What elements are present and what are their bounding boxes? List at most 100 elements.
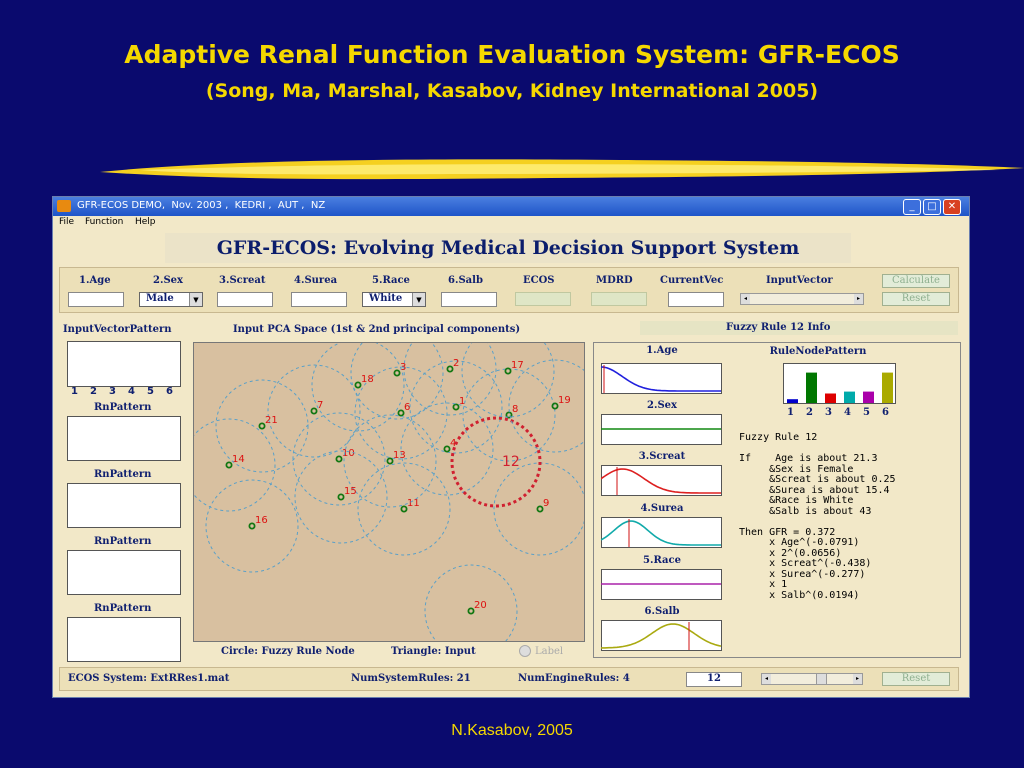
axis-tick: 3 (109, 386, 116, 397)
mf-plot-sex (601, 414, 722, 445)
scroll-left-icon[interactable]: ◂ (762, 674, 771, 684)
rule-node-circle (215, 379, 309, 473)
mf-label-age: 1.Age (646, 345, 678, 356)
axis-tick: 5 (863, 407, 870, 418)
label-radio[interactable] (519, 645, 531, 657)
rule-node-label: 16 (255, 515, 268, 526)
menu-file[interactable]: File (59, 217, 75, 227)
currentvec-input[interactable] (668, 292, 724, 307)
rnpattern-plot (67, 416, 181, 461)
rulenodepattern-label: RuleNodePattern (769, 346, 867, 357)
rule-node-circle (409, 360, 503, 454)
rule-node-marker (400, 505, 408, 513)
rule-node-marker (225, 461, 233, 469)
race-select[interactable]: White ▼ (362, 292, 426, 307)
scroll-left-icon[interactable]: ◂ (741, 294, 750, 304)
bar-frame (783, 363, 896, 404)
scroll-right-icon[interactable]: ▸ (853, 674, 862, 684)
fuzzy-panel (593, 342, 961, 658)
age-input[interactable] (68, 292, 124, 307)
axis-tick: 2 (90, 386, 97, 397)
rnpattern-plot (67, 483, 181, 528)
rule-node-circle (424, 564, 518, 658)
race-label: 5.Race (372, 275, 410, 286)
scroll-right-icon[interactable]: ▸ (854, 294, 863, 304)
salb-input[interactable] (441, 292, 497, 307)
rule-node-marker (467, 607, 475, 615)
status-reset-button[interactable]: Reset (882, 672, 950, 686)
rule-node-label: 11 (407, 498, 420, 509)
pca-plot: 1 2 3 4 6 7 8 9 10 11 12 13 14 15 16 17 18 19 20 21 (182, 322, 602, 658)
mf-plot-age (601, 363, 722, 394)
fuzzy-rule-text: Fuzzy Rule 12 If Age is about 21.3 &Sex … (739, 432, 896, 601)
status-bar: ECOS System: ExtRRes1.mat NumSystemRules… (59, 667, 959, 691)
menu-bar: File Function Help (53, 216, 969, 230)
rule-node-marker (310, 407, 318, 415)
maximize-button[interactable]: □ (923, 199, 941, 215)
rule-node-label: 9 (543, 498, 549, 509)
rule-text-line: Then GFR = 0.372 (739, 526, 836, 538)
mf-label-screat: 3.Screat (638, 451, 686, 462)
system-file: ECOS System: ExtRRes1.mat (68, 673, 230, 684)
rule-node-marker (337, 493, 345, 501)
mf-frame (601, 620, 722, 651)
num-engine-rules: NumEngineRules: 4 (518, 673, 630, 684)
legend-triangle: Triangle: Input (391, 646, 476, 657)
menu-help[interactable]: Help (135, 217, 156, 227)
rule-node-circle (450, 416, 542, 508)
sex-select[interactable]: Male ▼ (139, 292, 203, 307)
minimize-button[interactable]: _ (903, 199, 921, 215)
fuzzy-header: Fuzzy Rule 12 Info (640, 321, 958, 335)
chevron-down-icon: ▼ (189, 293, 202, 306)
rule-text-line: Fuzzy Rule 12 (739, 432, 818, 443)
reset-button[interactable]: Reset (882, 292, 950, 306)
rule-text-line: If Age is about 21.3 (739, 453, 878, 464)
rule-node-marker (335, 455, 343, 463)
pattern-bar (844, 391, 855, 403)
rule-text-line: &Surea is about 15.4 (739, 484, 890, 496)
rule-node-label: 14 (232, 454, 245, 465)
mdrd-output (591, 292, 647, 306)
close-button[interactable]: ✕ (943, 199, 961, 215)
surea-input[interactable] (291, 292, 347, 307)
currentvec-label: CurrentVec (660, 275, 724, 286)
inputvector-label: InputVector (766, 275, 833, 286)
rule-node-label: 21 (265, 415, 278, 426)
rule-node-label: 15 (344, 486, 357, 497)
fuzzy-title: Fuzzy Rule 12 Info (726, 322, 831, 333)
rule-node-label: 2 (453, 358, 459, 369)
rule-node-circle (343, 414, 437, 508)
calculate-button[interactable]: Calculate (882, 274, 950, 288)
inputvectorpattern-plot (67, 341, 181, 387)
pattern-bar (863, 391, 874, 403)
rule-node-marker (354, 381, 362, 389)
menu-function[interactable]: Function (85, 217, 124, 227)
rule-node-label: 8 (512, 404, 518, 415)
mf-frame (601, 517, 722, 548)
screat-input[interactable] (217, 292, 273, 307)
rule-node-label: 18 (361, 374, 374, 385)
rule-node-marker (248, 522, 256, 530)
axis-tick: 2 (806, 407, 813, 418)
mf-frame (601, 465, 722, 496)
mf-frame (601, 363, 722, 394)
rule-text-line: x Screat^(-0.438) (739, 558, 872, 569)
rule-node-circle (182, 418, 276, 512)
rule-slider[interactable]: ◂ ▸ (761, 673, 863, 685)
slider-thumb[interactable] (816, 674, 827, 684)
rule-node-marker (504, 367, 512, 375)
pattern-bar (825, 393, 836, 403)
rule-index-input[interactable]: 12 (686, 672, 742, 687)
rule-node-circle (357, 462, 451, 556)
rule-text-line: &Sex is Female (739, 463, 854, 475)
inputvector-slider[interactable]: ◂ ▸ (740, 293, 864, 305)
ecos-output (515, 292, 571, 306)
axis-tick: 1 (787, 407, 794, 418)
ecos-label: ECOS (523, 275, 555, 286)
rule-node-label: 19 (558, 395, 571, 406)
window-title: GFR-ECOS DEMO, Nov. 2003 , KEDRI , AUT ,… (77, 200, 326, 211)
rnpattern-label: RnPattern (94, 603, 152, 614)
rule-node-marker (386, 457, 394, 465)
label-radio-text: Label (535, 646, 564, 657)
rule-text-line (739, 517, 896, 528)
